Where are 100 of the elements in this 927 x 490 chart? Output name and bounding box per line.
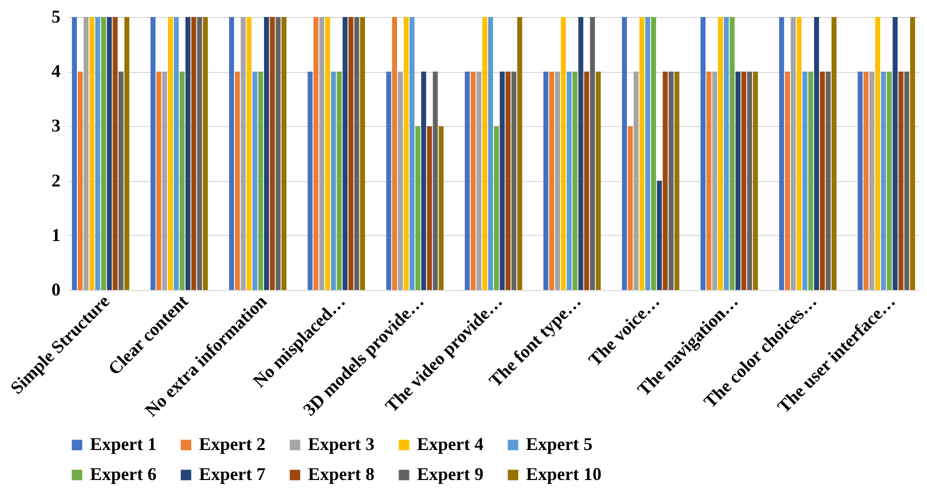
bar <box>410 17 414 290</box>
bar <box>168 17 173 290</box>
legend-label: Expert 3 <box>308 434 374 454</box>
bar <box>752 72 758 290</box>
bar <box>706 72 712 290</box>
bar <box>674 72 680 290</box>
bar <box>662 72 668 290</box>
bar <box>910 17 916 290</box>
bar <box>869 72 874 290</box>
bar <box>898 72 904 290</box>
bar <box>779 17 784 290</box>
bar <box>864 72 868 290</box>
legend-label: Expert 1 <box>90 434 156 454</box>
y-tick-label: 2 <box>52 170 60 190</box>
bar <box>470 72 476 290</box>
bar <box>264 17 269 290</box>
bar <box>741 72 746 290</box>
bar <box>325 17 330 290</box>
bar <box>281 17 286 290</box>
bar <box>240 17 246 290</box>
y-tick-label: 0 <box>52 280 60 300</box>
bar <box>712 72 718 290</box>
bar <box>500 72 505 290</box>
bar <box>258 72 264 290</box>
bar <box>95 17 100 290</box>
bar <box>308 72 313 290</box>
bar <box>106 17 112 290</box>
legend-label: Expert 2 <box>199 434 266 454</box>
bar <box>494 126 499 290</box>
bar <box>886 72 892 290</box>
bar <box>124 17 130 290</box>
bar <box>348 17 354 290</box>
bar <box>415 126 420 290</box>
bar <box>517 17 522 290</box>
bar <box>566 72 572 290</box>
bar <box>560 17 566 290</box>
bar <box>668 72 674 290</box>
bar <box>808 72 814 290</box>
bar <box>735 72 740 290</box>
bar <box>185 17 190 290</box>
bar <box>276 17 281 290</box>
bar <box>438 126 444 290</box>
bar <box>252 72 258 290</box>
legend-label: Expert 4 <box>417 434 484 454</box>
bar <box>892 17 898 290</box>
bar <box>202 17 208 290</box>
bar <box>482 17 488 290</box>
bar <box>511 72 516 290</box>
bar <box>78 72 83 290</box>
bar <box>549 72 554 290</box>
bar <box>506 72 511 290</box>
bar <box>826 72 831 290</box>
bar <box>596 72 601 290</box>
bar <box>875 17 880 290</box>
bar <box>656 180 662 290</box>
bar <box>796 17 802 290</box>
legend-label: Expert 8 <box>308 464 374 484</box>
bar <box>191 17 196 290</box>
bar <box>578 17 584 290</box>
bar <box>319 17 324 290</box>
bar <box>639 17 644 290</box>
bar <box>622 17 627 290</box>
bar <box>700 17 706 290</box>
bar <box>476 72 482 290</box>
y-tick-label: 1 <box>52 224 60 245</box>
bar <box>180 72 185 290</box>
bar <box>718 17 723 290</box>
bar <box>543 72 548 290</box>
bar <box>730 17 735 290</box>
bar <box>234 72 240 290</box>
bar <box>404 17 409 290</box>
bar <box>555 72 560 290</box>
bar <box>427 126 432 290</box>
bar <box>584 72 590 290</box>
bar <box>814 17 820 290</box>
bar <box>881 72 886 290</box>
bar <box>832 17 836 290</box>
bar <box>118 72 124 290</box>
bar <box>101 17 106 290</box>
bar <box>820 72 825 290</box>
bar <box>270 17 275 290</box>
bar <box>342 17 348 290</box>
bar <box>421 72 426 290</box>
bar <box>246 17 252 290</box>
bar <box>628 126 633 290</box>
bar <box>112 17 118 290</box>
bar <box>72 17 77 290</box>
bar <box>354 17 360 290</box>
bar <box>84 17 89 290</box>
bar <box>162 72 168 290</box>
bar <box>392 17 398 290</box>
bar <box>488 17 494 290</box>
bar <box>651 17 656 290</box>
bar <box>747 72 752 290</box>
bar <box>197 17 202 290</box>
y-tick-label: 5 <box>52 6 60 26</box>
bar <box>229 17 234 290</box>
bar <box>790 17 796 290</box>
bar <box>386 72 392 290</box>
bar <box>590 17 595 290</box>
